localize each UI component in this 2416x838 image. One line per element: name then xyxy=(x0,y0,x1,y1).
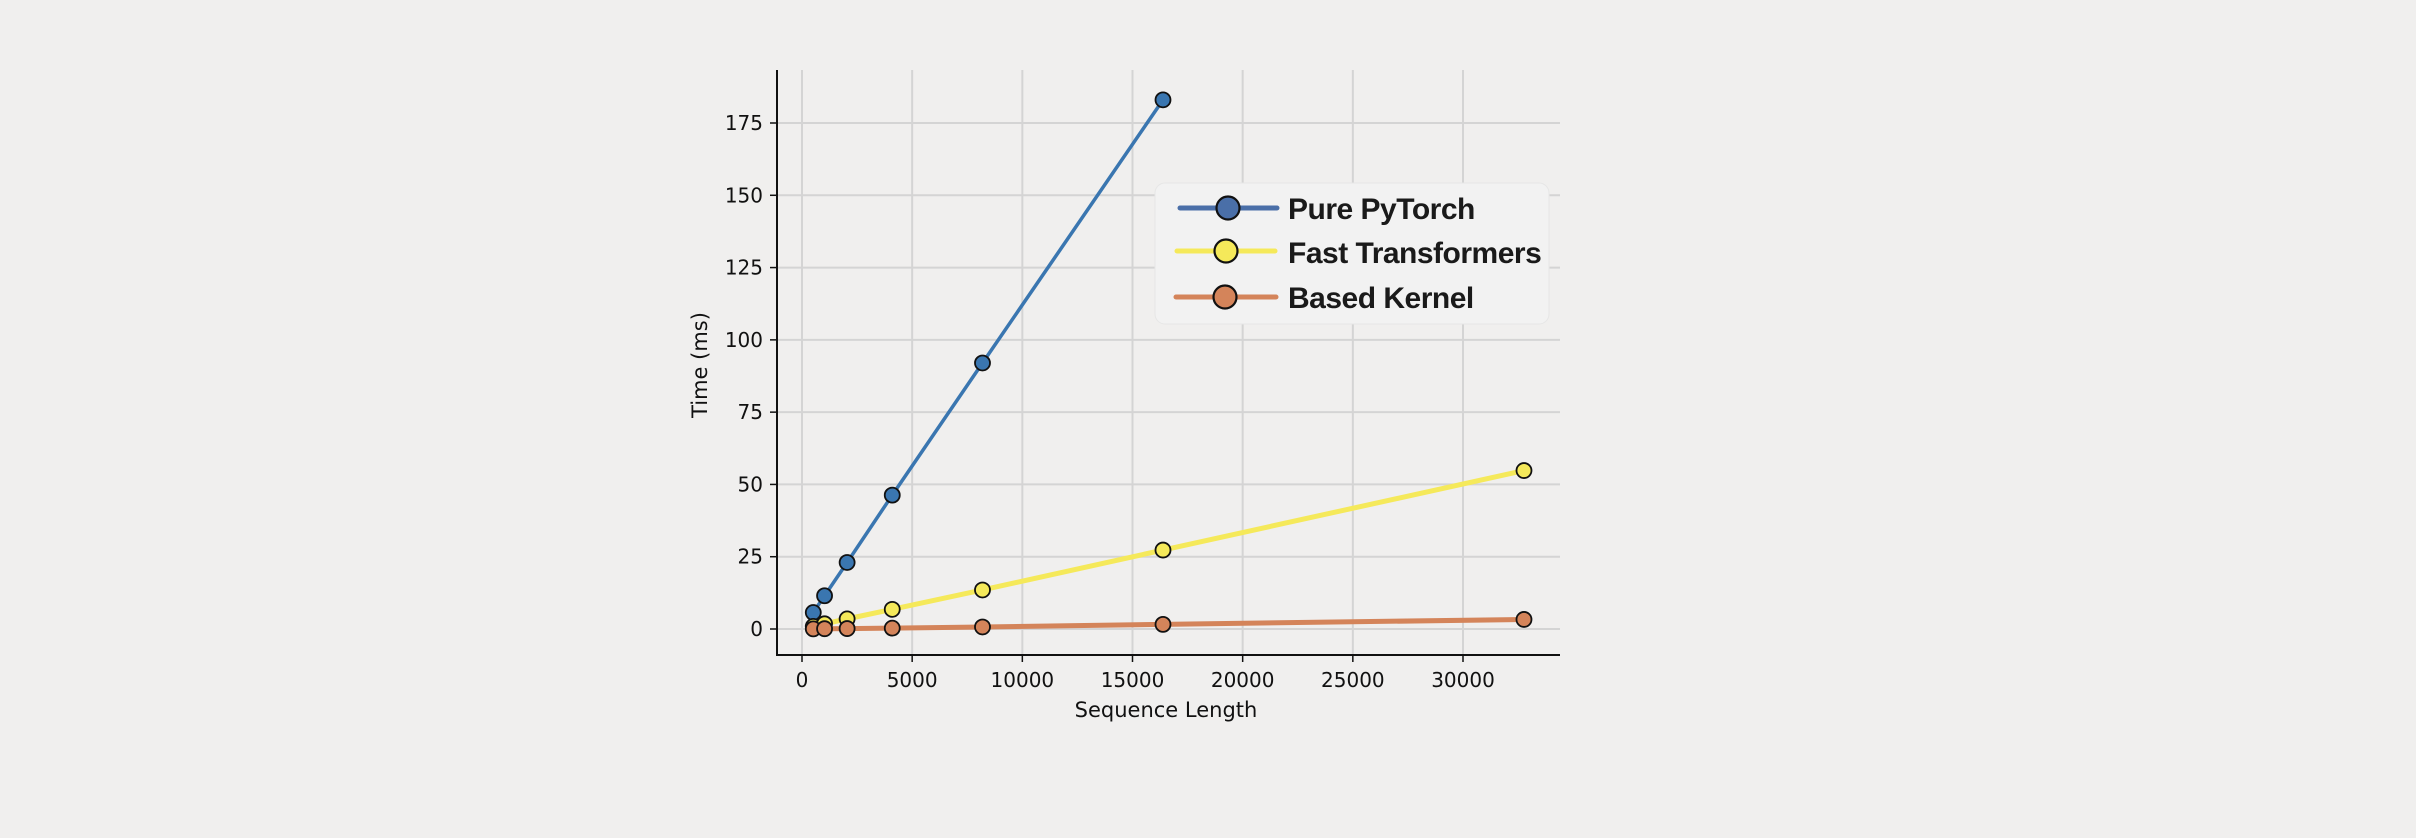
x-tick-label: 20000 xyxy=(1211,668,1275,692)
data-point-marker xyxy=(883,619,901,637)
data-point-marker xyxy=(816,587,833,605)
y-tick-label: 75 xyxy=(738,400,763,424)
y-tick-label: 175 xyxy=(725,111,763,135)
legend-item-based-kernel: Based Kernel xyxy=(1173,282,1474,315)
series-line xyxy=(811,98,1165,615)
x-tick-label: 10000 xyxy=(991,668,1055,692)
x-tick-label: 0 xyxy=(796,668,809,692)
y-tick-label: 50 xyxy=(738,472,763,496)
data-point-marker xyxy=(816,620,833,638)
legend-marker-icon xyxy=(1213,238,1239,264)
data-point-marker xyxy=(883,486,901,504)
data-point-marker xyxy=(838,620,856,637)
x-tick-label: 5000 xyxy=(887,668,938,692)
data-point-marker xyxy=(804,604,822,621)
data-point-marker xyxy=(974,354,991,372)
x-tick-label: 25000 xyxy=(1321,668,1385,692)
legend: Pure PyTorch Fast Transformers Based Ker… xyxy=(1154,182,1550,325)
data-point-marker xyxy=(1515,462,1533,479)
legend-box xyxy=(1154,182,1550,325)
y-tick-label: 125 xyxy=(725,256,763,280)
series-fast-transformers xyxy=(804,462,1533,635)
y-tick-label: 150 xyxy=(725,183,763,207)
series-based-kernel xyxy=(804,611,1533,638)
y-tick-label: 0 xyxy=(750,617,763,641)
data-point-marker xyxy=(974,618,991,636)
x-axis-label: Sequence Length xyxy=(1075,698,1258,722)
x-tick-label: 15000 xyxy=(1101,668,1165,692)
data-point-marker xyxy=(1154,541,1172,559)
series-pure-pytorch xyxy=(804,91,1172,621)
data-point-marker xyxy=(838,554,856,571)
data-series xyxy=(804,91,1533,638)
legend-marker-icon xyxy=(1212,284,1238,310)
y-tick-label: 100 xyxy=(725,328,763,352)
y-tick-label: 25 xyxy=(738,545,763,569)
legend-item-fast-transformers: Fast Transformers xyxy=(1174,237,1542,270)
y-axis-label: Time (ms) xyxy=(688,312,712,419)
legend-item-pure-pytorch: Pure PyTorch xyxy=(1177,193,1475,226)
legend-label: Pure PyTorch xyxy=(1288,193,1475,226)
data-point-marker xyxy=(974,581,991,599)
data-point-marker xyxy=(1515,611,1533,628)
data-point-marker xyxy=(883,600,901,618)
axes: 0 5000 10000 15000 20000 25000 30000 0 25 50 75 100… xyxy=(725,70,1560,692)
grid-lines xyxy=(777,70,1560,655)
x-tick-label: 30000 xyxy=(1431,668,1495,692)
legend-marker-icon xyxy=(1215,195,1241,221)
data-point-marker xyxy=(1154,91,1172,109)
data-point-marker xyxy=(1154,615,1172,633)
legend-label: Fast Transformers xyxy=(1288,237,1541,270)
legend-label: Based Kernel xyxy=(1288,282,1474,315)
